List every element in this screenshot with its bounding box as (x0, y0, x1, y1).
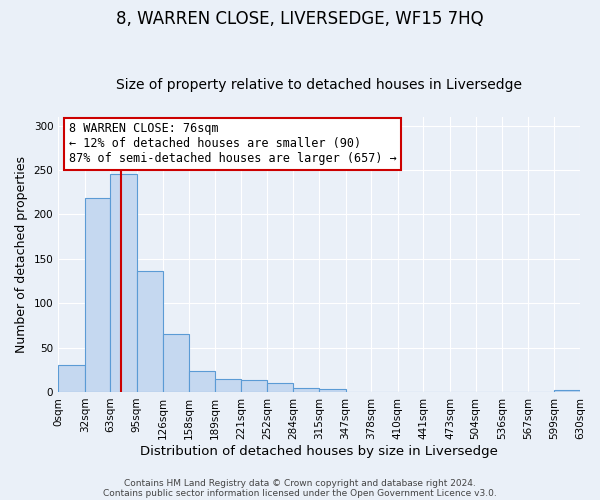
X-axis label: Distribution of detached houses by size in Liversedge: Distribution of detached houses by size … (140, 444, 498, 458)
Bar (554, 390, 580, 392)
Bar (163, 334, 189, 392)
Bar (241, 380, 267, 392)
Bar (85, 198, 110, 392)
Title: Size of property relative to detached houses in Liversedge: Size of property relative to detached ho… (116, 78, 522, 92)
Bar (189, 370, 215, 392)
Text: 8, WARREN CLOSE, LIVERSEDGE, WF15 7HQ: 8, WARREN CLOSE, LIVERSEDGE, WF15 7HQ (116, 10, 484, 28)
Bar (58, 366, 85, 392)
Text: Contains public sector information licensed under the Open Government Licence v3: Contains public sector information licen… (103, 488, 497, 498)
Y-axis label: Number of detached properties: Number of detached properties (15, 156, 28, 353)
Text: Contains HM Land Registry data © Crown copyright and database right 2024.: Contains HM Land Registry data © Crown c… (124, 478, 476, 488)
Bar (293, 388, 319, 392)
Bar (137, 271, 163, 392)
Text: 8 WARREN CLOSE: 76sqm
← 12% of detached houses are smaller (90)
87% of semi-deta: 8 WARREN CLOSE: 76sqm ← 12% of detached … (68, 122, 397, 166)
Bar (267, 383, 293, 392)
Bar (110, 174, 137, 392)
Bar (319, 390, 346, 392)
Bar (215, 378, 241, 392)
